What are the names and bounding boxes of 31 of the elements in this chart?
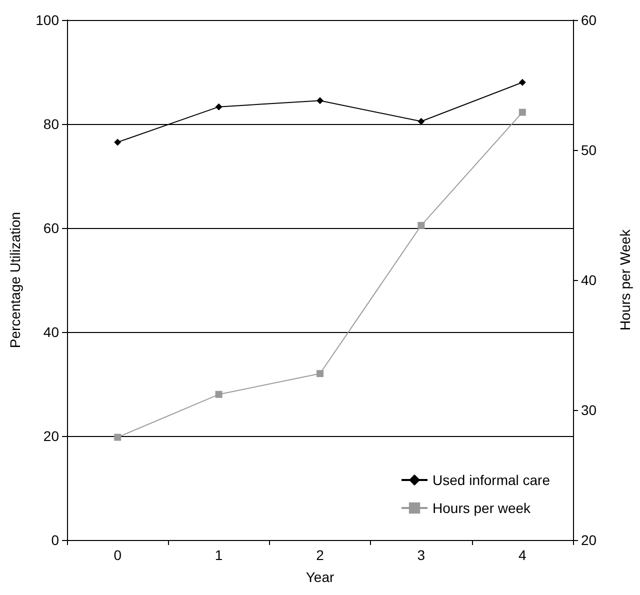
point bbox=[518, 78, 526, 86]
y2-tick-label: 50 bbox=[581, 142, 597, 158]
legend-label: Used informal care bbox=[432, 472, 550, 488]
point bbox=[215, 390, 222, 398]
y2-tick-label: 20 bbox=[581, 532, 597, 548]
y-axis-title: Percentage Utilization bbox=[7, 212, 23, 348]
point bbox=[114, 434, 122, 441]
y-tick-label: 100 bbox=[36, 12, 60, 28]
x-tick-label: 0 bbox=[114, 547, 122, 563]
x-tick-label: 4 bbox=[518, 547, 526, 563]
y-tick-label: 0 bbox=[51, 532, 60, 548]
y2-tick-label: 40 bbox=[581, 272, 597, 288]
y-tick-label: 80 bbox=[43, 116, 60, 132]
x-tick-label: 2 bbox=[316, 547, 324, 563]
y-tick-label: 40 bbox=[43, 324, 60, 340]
y-tick-label: 20 bbox=[43, 428, 60, 444]
x-axis-title: Year bbox=[306, 569, 334, 585]
y2-axis-title: Hours per Week bbox=[617, 228, 633, 330]
point bbox=[418, 118, 425, 125]
legend-label: Hours per week bbox=[432, 500, 532, 516]
point bbox=[418, 222, 425, 229]
y-tick-label: 60 bbox=[43, 220, 60, 236]
y2-tick-label: 30 bbox=[581, 402, 597, 418]
point bbox=[518, 108, 526, 116]
point bbox=[316, 97, 324, 104]
point bbox=[316, 370, 324, 378]
x-tick-label: 1 bbox=[214, 547, 223, 563]
point bbox=[114, 138, 122, 146]
x-tick-label: 3 bbox=[417, 547, 426, 563]
point bbox=[215, 103, 222, 110]
y2-tick-label: 60 bbox=[581, 12, 597, 28]
